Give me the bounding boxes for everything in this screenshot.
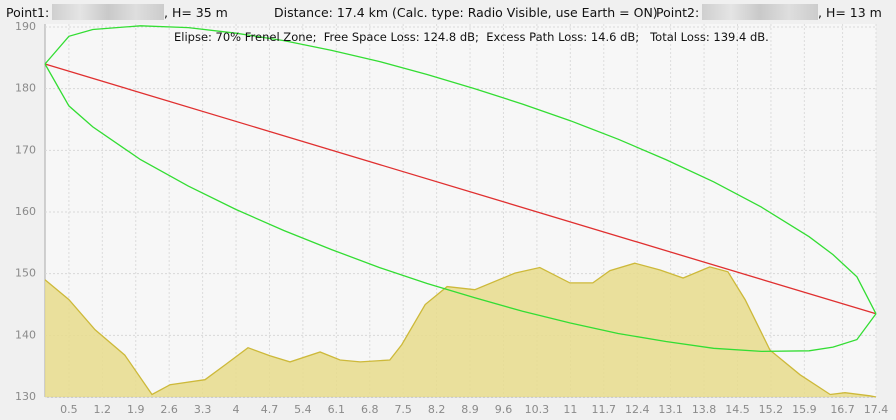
- series-line: [44, 262, 877, 398]
- x-tick-label: 10.3: [525, 403, 550, 416]
- x-tick-label: 1.2: [94, 403, 112, 416]
- x-tick-label: 11: [563, 403, 577, 416]
- x-tick-label: 9.6: [495, 403, 513, 416]
- y-tick-label: 150: [15, 267, 36, 280]
- series-line: [44, 63, 877, 315]
- x-tick-label: 5.4: [294, 403, 312, 416]
- x-tick-label: 16.7: [830, 403, 855, 416]
- redacted-name: [52, 4, 164, 20]
- x-tick-label: 1.9: [127, 403, 145, 416]
- x-tick-label: 15.9: [792, 403, 817, 416]
- header: Point1: , H= 35 m Distance: 17.4 km (Cal…: [0, 0, 896, 24]
- x-tick-label: 6.1: [328, 403, 346, 416]
- x-tick-label: 17.4: [864, 403, 889, 416]
- distance: Distance: 17.4 km (Calc. type: Radio Vis…: [274, 5, 658, 20]
- x-tick-label: 14.5: [725, 403, 750, 416]
- x-tick-label: 7.5: [394, 403, 412, 416]
- y-tick-label: 140: [15, 328, 36, 341]
- point2-label: Point2:: [656, 5, 700, 20]
- x-tick-label: 13.1: [658, 403, 683, 416]
- x-tick-label: 13.8: [692, 403, 717, 416]
- y-tick-label: 130: [15, 390, 36, 403]
- point2-height: , H= 13 m: [818, 5, 882, 20]
- x-tick-label: 3.3: [194, 403, 212, 416]
- x-tick-label: 15.2: [759, 403, 784, 416]
- redacted-name: [702, 4, 818, 20]
- x-tick-label: 4.7: [261, 403, 279, 416]
- point1-label: Point1:: [6, 5, 50, 20]
- x-tick-label: 2.6: [160, 403, 178, 416]
- x-tick-label: 12.4: [625, 403, 650, 416]
- x-tick-label: 4: [233, 403, 240, 416]
- series-line: [44, 63, 877, 353]
- terrain-fill: [45, 263, 876, 397]
- x-tick-label: 0.5: [60, 403, 78, 416]
- x-tick-label: 8.2: [428, 403, 446, 416]
- y-tick-label: 170: [15, 143, 36, 156]
- x-tick-label: 6.8: [361, 403, 379, 416]
- x-tick-label: 11.7: [592, 403, 617, 416]
- x-tick-label: 8.9: [461, 403, 479, 416]
- y-tick-label: 190: [15, 20, 36, 33]
- point1-height: , H= 35 m: [164, 5, 228, 20]
- y-tick-label: 180: [15, 82, 36, 95]
- series-line: [44, 25, 877, 315]
- subtitle: Elipse: 70% Frenel Zone; Free Space Loss…: [174, 30, 769, 44]
- y-tick-label: 160: [15, 205, 36, 218]
